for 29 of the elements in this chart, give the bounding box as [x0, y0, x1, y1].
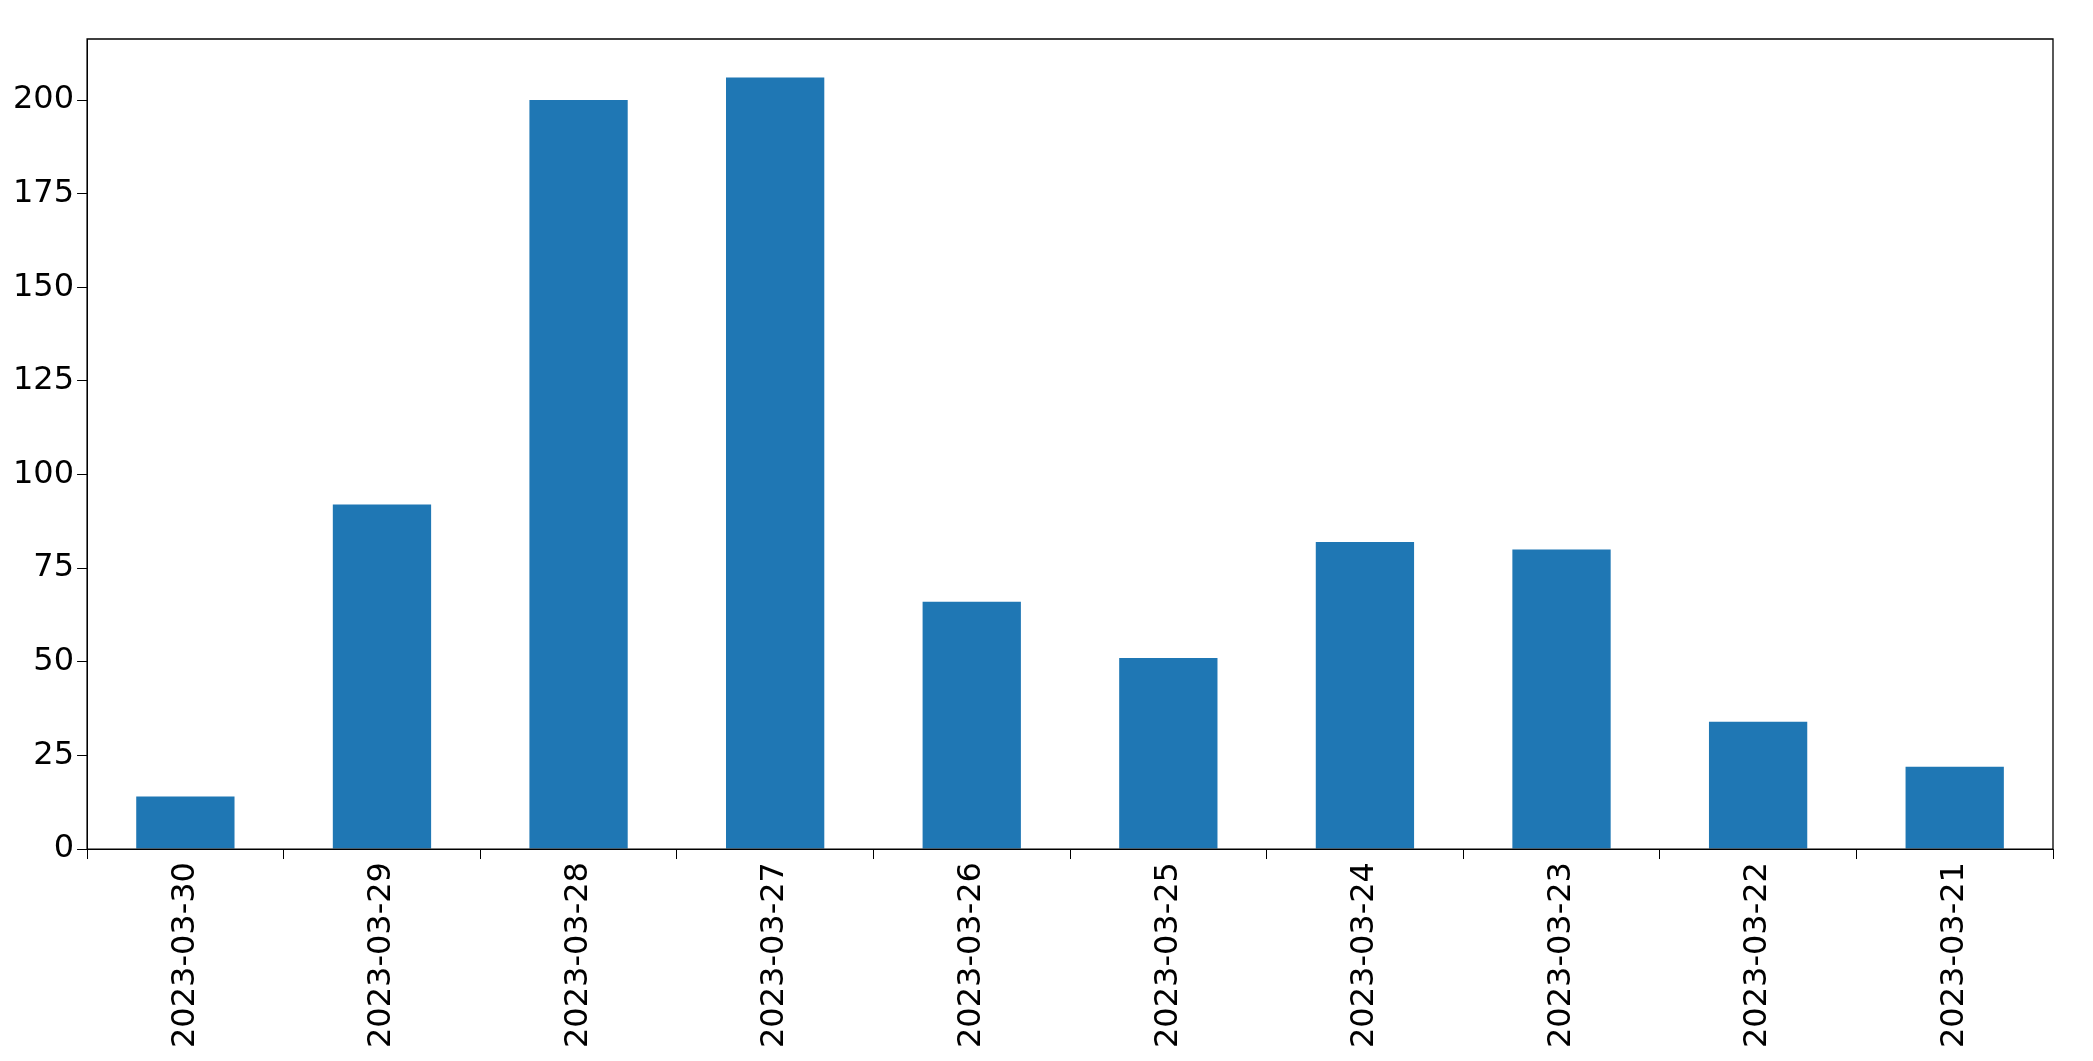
x-tick-label: 2023-03-22 — [1736, 862, 1775, 1048]
x-tick-label: 2023-03-29 — [360, 862, 399, 1048]
x-tick-label: 2023-03-28 — [556, 862, 595, 1048]
bar — [922, 601, 1021, 849]
bar — [1512, 549, 1611, 849]
bar — [1315, 541, 1415, 849]
x-tick-label: 2023-03-21 — [1933, 862, 1972, 1048]
x-tick-label: 2023-03-27 — [753, 862, 792, 1048]
bar — [136, 796, 235, 849]
bar — [1708, 721, 1808, 849]
x-tick-label: 2023-03-25 — [1146, 862, 1185, 1048]
y-tick-label: 25 — [33, 733, 75, 772]
y-tick-label: 100 — [13, 452, 75, 491]
y-tick-label: 200 — [13, 78, 75, 117]
y-tick-label: 125 — [13, 359, 75, 398]
y-tick-label: 175 — [13, 171, 75, 210]
y-tick-label: 0 — [53, 827, 75, 866]
x-tick-label: 2023-03-23 — [1539, 862, 1578, 1048]
bar — [1905, 766, 2004, 849]
y-tick-label: 75 — [33, 546, 75, 585]
x-tick-label: 2023-03-26 — [950, 862, 989, 1048]
bar — [529, 100, 628, 849]
bar — [332, 504, 432, 849]
y-tick-label: 150 — [13, 265, 75, 304]
bar — [1119, 658, 1218, 849]
bar — [726, 77, 825, 849]
y-tick-label: 50 — [33, 640, 75, 679]
x-tick-label: 2023-03-30 — [163, 862, 202, 1048]
x-tick-label: 2023-03-24 — [1343, 862, 1382, 1048]
